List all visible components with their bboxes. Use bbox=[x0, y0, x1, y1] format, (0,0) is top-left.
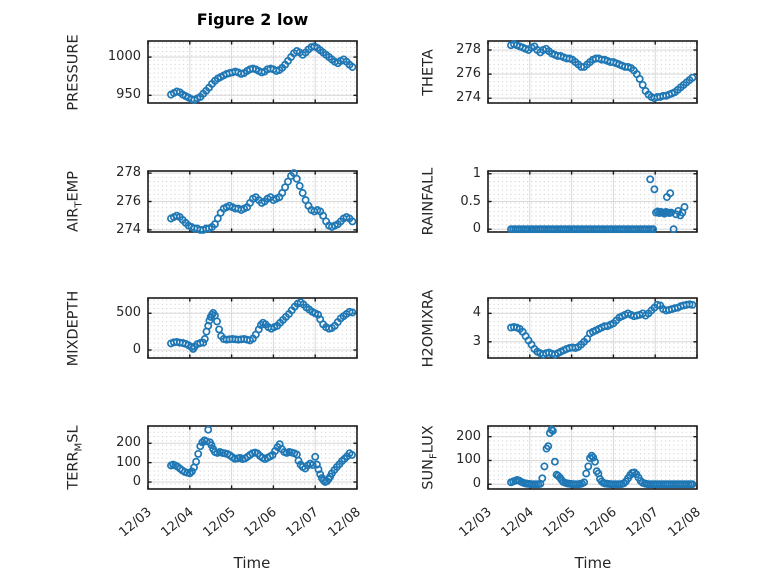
xtick-col0-12/04: 12/04 bbox=[158, 504, 197, 541]
theta-ylabel: THETA bbox=[420, 48, 437, 96]
theta-ytick-276: 276 bbox=[456, 66, 481, 82]
xtick-col0-12/05: 12/05 bbox=[200, 504, 239, 541]
terrmsl-data-series bbox=[167, 425, 356, 486]
xtick-col1-12/07: 12/07 bbox=[623, 504, 663, 541]
theta-data-series bbox=[507, 40, 697, 103]
xtick-col1-12/03: 12/03 bbox=[456, 504, 495, 541]
subplot-rainfall bbox=[487, 170, 698, 234]
sunflux-ytick-200: 200 bbox=[456, 428, 481, 444]
h2omixra-ytick-4: 4 bbox=[472, 305, 481, 321]
terrmsl-axes-border bbox=[147, 425, 358, 490]
rainfall-ytick-0.5: 0.5 bbox=[460, 193, 481, 209]
sunflux-ylabel: SUNFLUX bbox=[420, 425, 440, 490]
pressure-ytick-1000: 1000 bbox=[107, 49, 141, 65]
sunflux-ytick-100: 100 bbox=[456, 452, 481, 468]
theta-axes-border bbox=[487, 40, 698, 104]
xtick-col0-12/06: 12/06 bbox=[241, 504, 281, 541]
xtick-col0-12/03: 12/03 bbox=[116, 504, 155, 541]
subplot-theta bbox=[487, 40, 698, 104]
xtick-col1-12/04: 12/04 bbox=[498, 504, 537, 541]
mixdepth-axes-border bbox=[147, 297, 358, 359]
h2omixra-axes-border bbox=[487, 297, 698, 359]
airtemp-data-series bbox=[167, 169, 357, 234]
subplot-terrmsl bbox=[147, 425, 358, 490]
theta-ytick-274: 274 bbox=[456, 90, 481, 106]
airtemp-ytick-278: 278 bbox=[116, 165, 141, 181]
mixdepth-ylabel: MIXDEPTH bbox=[65, 290, 82, 366]
airtemp-ytick-274: 274 bbox=[116, 221, 141, 237]
mixdepth-tick-marks bbox=[147, 298, 358, 358]
sunflux-ytick-0: 0 bbox=[472, 476, 481, 492]
sunflux-axes-border bbox=[487, 425, 698, 490]
rainfall-tick-marks bbox=[487, 171, 698, 232]
mixdepth-ytick-0: 0 bbox=[132, 341, 141, 357]
mixdepth-major-grid bbox=[148, 298, 357, 358]
terrmsl-ytick-0: 0 bbox=[132, 474, 141, 490]
pressure-ytick-950: 950 bbox=[116, 87, 141, 103]
xtick-col0-12/07: 12/07 bbox=[283, 504, 323, 541]
terrmsl-ytick-100: 100 bbox=[116, 454, 141, 470]
subplot-pressure bbox=[147, 40, 358, 104]
xtick-col1-12/08: 12/08 bbox=[665, 504, 704, 541]
mixdepth-data-series bbox=[167, 298, 357, 353]
x-axis-label-right: Time bbox=[574, 554, 612, 572]
pressure-ylabel: PRESSURE bbox=[65, 33, 82, 111]
subplot-airtemp bbox=[147, 169, 358, 234]
xtick-col1-12/05: 12/05 bbox=[540, 504, 579, 541]
subplot-mixdepth bbox=[147, 297, 358, 359]
terrmsl-tick-marks bbox=[147, 426, 358, 489]
h2omixra-ytick-3: 3 bbox=[472, 333, 481, 349]
rainfall-ytick-1: 1 bbox=[472, 165, 481, 181]
terrmsl-ytick-200: 200 bbox=[116, 435, 141, 451]
terrmsl-ylabel: TERRMSL bbox=[65, 425, 85, 490]
mixdepth-ytick-500: 500 bbox=[116, 305, 141, 321]
theta-ytick-278: 278 bbox=[456, 42, 481, 58]
xtick-col1-12/06: 12/06 bbox=[581, 504, 621, 541]
rainfall-data-series bbox=[507, 175, 689, 234]
h2omixra-data-series bbox=[507, 300, 697, 359]
rainfall-ytick-0: 0 bbox=[472, 221, 481, 237]
subplot-sunflux bbox=[487, 425, 698, 490]
figure-title: Figure 2 low bbox=[196, 10, 309, 29]
h2omixra-ylabel: H2OMIXRA bbox=[420, 289, 437, 367]
airtemp-major-grid bbox=[148, 171, 357, 232]
pressure-axes-border bbox=[147, 40, 358, 104]
subplot-h2omixra bbox=[487, 297, 698, 359]
sunflux-data-series bbox=[507, 425, 697, 489]
xtick-col0-12/08: 12/08 bbox=[325, 504, 364, 541]
x-axis-label-left: Time bbox=[233, 554, 271, 572]
h2omixra-tick-marks bbox=[487, 298, 698, 358]
airtemp-ytick-276: 276 bbox=[116, 193, 141, 209]
pressure-data-series bbox=[167, 42, 357, 104]
